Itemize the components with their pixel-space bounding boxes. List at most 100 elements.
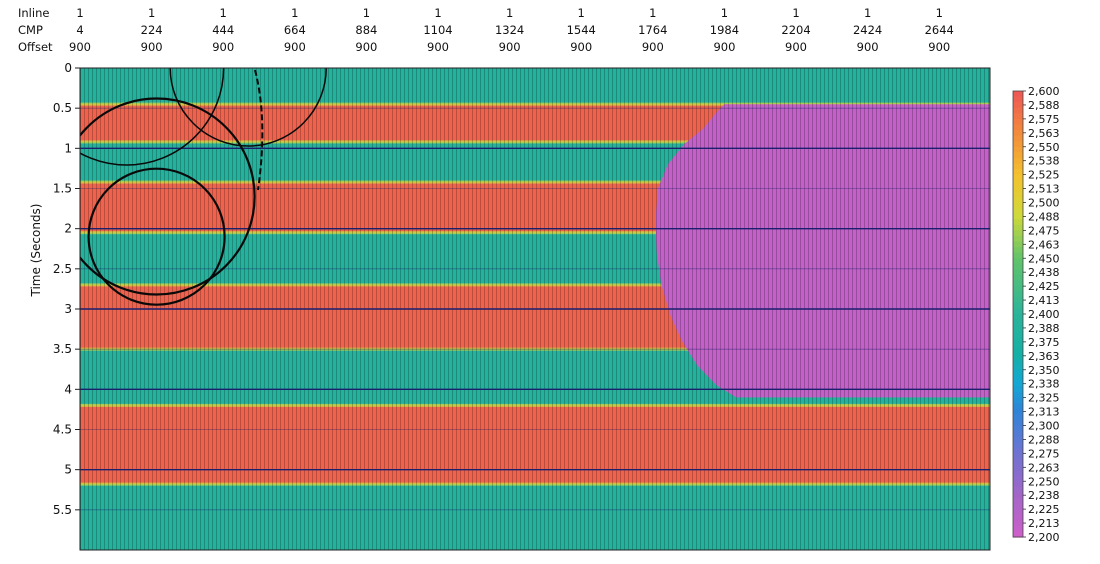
y-tick-label: 3.5: [53, 342, 72, 356]
colorbar-swatch: [1013, 107, 1023, 114]
header-cell: 900: [642, 40, 664, 54]
header-cell: 900: [212, 40, 234, 54]
colorbar-swatch: [1013, 263, 1023, 270]
colorbar-swatch: [1013, 497, 1023, 505]
colorbar-tick-label: 2,563: [1028, 127, 1060, 140]
header-cell: 900: [499, 40, 521, 54]
y-tick-label: 0.5: [53, 101, 72, 115]
y-tick-label: 5.5: [53, 503, 72, 517]
header-cell: 1: [864, 6, 871, 20]
colorbar-tick-label: 2,550: [1028, 141, 1060, 154]
colorbar-tick-label: 2,238: [1028, 489, 1060, 502]
y-tick-label: 4: [64, 382, 72, 396]
header-cell: 900: [713, 40, 735, 54]
colorbar-swatch: [1013, 169, 1023, 176]
colorbar-swatch: [1013, 247, 1023, 254]
colorbar-tick-label: 2,413: [1028, 294, 1060, 307]
colorbar-tick-label: 2,213: [1028, 517, 1060, 530]
colorbar-swatch: [1013, 124, 1023, 131]
header-cell: 1: [291, 6, 298, 20]
colorbar-swatch: [1013, 174, 1023, 181]
time-axis: 0 0.5 1 1.5 2 2.5 3 3.5 4 4.5 5 5.5: [53, 61, 80, 517]
colorbar-tick-label: 2,338: [1028, 378, 1060, 391]
colorbar-swatch: [1013, 325, 1023, 332]
colorbar-swatch: [1013, 525, 1023, 533]
colorbar-swatch: [1013, 280, 1023, 287]
colorbar-tick-label: 2,463: [1028, 238, 1060, 251]
colorbar-swatch: [1013, 520, 1023, 527]
colorbar-swatch: [1013, 341, 1023, 349]
colorbar-swatch: [1013, 180, 1023, 187]
colorbar-swatch: [1013, 96, 1023, 103]
colorbar-swatch: [1013, 258, 1023, 265]
colorbar-tick-label: 2,313: [1028, 406, 1060, 419]
colorbar-tick-label: 2,288: [1028, 433, 1060, 446]
colorbar-tick-label: 2,588: [1028, 99, 1060, 112]
colorbar-tick-label: 2,363: [1028, 350, 1060, 363]
colorbar-swatch: [1013, 408, 1023, 415]
colorbar-swatch: [1013, 375, 1023, 382]
header-cell: 2424: [853, 23, 882, 37]
y-tick-label: 1: [64, 141, 72, 155]
colorbar-tick-label: 2,350: [1028, 364, 1060, 377]
header-cell: 1544: [567, 23, 596, 37]
colorbar-swatch: [1013, 235, 1023, 243]
header-cell: 444: [212, 23, 234, 37]
colorbar-swatch: [1013, 146, 1023, 153]
y-tick-label: 4.5: [53, 423, 72, 437]
header-cell: 1: [76, 6, 83, 20]
header-cell: 900: [928, 40, 950, 54]
colorbar-swatch: [1013, 308, 1023, 315]
colorbar-swatch: [1013, 358, 1023, 365]
colorbar-swatch: [1013, 191, 1023, 198]
colorbar-swatch: [1013, 185, 1023, 192]
header-cell: 1: [578, 6, 585, 20]
header-cell: 1104: [423, 23, 452, 37]
colorbar-swatch: [1013, 157, 1023, 165]
colorbar-swatch: [1013, 219, 1023, 226]
y-tick-label: 1.5: [53, 182, 72, 196]
colorbar-swatch: [1013, 392, 1023, 399]
header-cell: 1: [148, 6, 155, 20]
plot-area: [80, 68, 990, 550]
header-cell: 1: [936, 6, 943, 20]
colorbar-swatch: [1013, 224, 1023, 231]
colorbar-swatch: [1013, 503, 1023, 510]
header-cell: 900: [427, 40, 449, 54]
colorbar-swatch: [1013, 118, 1023, 126]
colorbar-tick-label: 2,438: [1028, 266, 1060, 279]
colorbar-swatch: [1013, 458, 1023, 466]
diffraction-tail: [254, 69, 264, 191]
colorbar-tick-label: 2,375: [1028, 336, 1060, 349]
colorbar-tick-label: 2,600: [1028, 85, 1060, 98]
colorbar-swatch: [1013, 319, 1023, 326]
header-cell: 1984: [710, 23, 739, 37]
colorbar-swatch: [1013, 481, 1023, 488]
colorbar-tick-label: 2,325: [1028, 392, 1060, 405]
header-cell: 1: [363, 6, 370, 20]
colorbar-swatch: [1013, 347, 1023, 354]
trace-header: Inline 1 1 1 1 1 1 1 1 1 1 1 1 1 CMP 4 224 444 664 884 1104 1…: [18, 6, 954, 54]
colorbar-tick-label: 2,200: [1028, 531, 1060, 544]
colorbar-swatch: [1013, 442, 1023, 449]
y-tick-label: 2.5: [53, 262, 72, 276]
colorbar-swatch: [1013, 464, 1023, 471]
header-cell: 1: [721, 6, 728, 20]
colorbar-swatch: [1013, 291, 1023, 298]
colorbar-swatch: [1013, 531, 1023, 538]
colorbar-swatch: [1013, 514, 1023, 521]
colorbar-swatch: [1013, 470, 1023, 477]
colorbar-tick-label: 2,300: [1028, 420, 1060, 433]
colorbar-tick-label: 2,525: [1028, 169, 1060, 182]
colorbar-tick-label: 2,250: [1028, 475, 1060, 488]
colorbar-swatch: [1013, 241, 1023, 248]
colorbar-swatch: [1013, 403, 1023, 410]
colorbar-swatch: [1013, 102, 1023, 109]
colorbar: 2,6002,5882,5752,5632,5502,5382,5252,513…: [1012, 85, 1060, 544]
colorbar-swatch: [1013, 269, 1023, 276]
colorbar-swatch: [1013, 492, 1023, 499]
colorbar-swatch: [1013, 475, 1023, 482]
colorbar-swatch: [1013, 330, 1023, 337]
